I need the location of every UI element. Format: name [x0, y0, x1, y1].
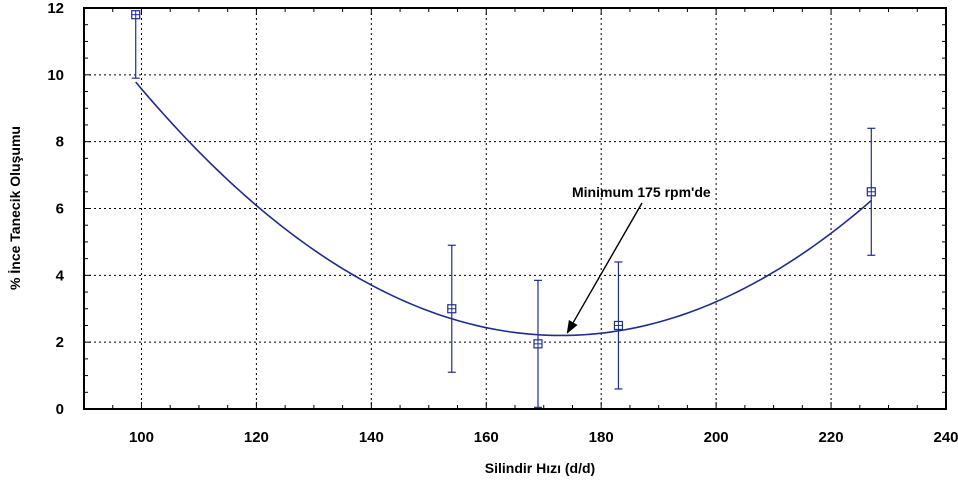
y-tick-labels: 0 2 4 6 8 10 12: [47, 0, 64, 418]
data-point: [447, 244, 457, 373]
annotation-arrow: [572, 202, 643, 323]
data-points: [131, 10, 876, 408]
x-tick-labels: 100 120 140 160 180 200 220 240: [129, 429, 958, 446]
y-tick-label: 12: [47, 0, 64, 17]
y-axis-title: % İnce Tanecik Oluşumu: [7, 126, 23, 290]
grid-layer: [84, 8, 946, 409]
y-tick-label: 2: [56, 334, 64, 351]
x-tick-label: 240: [933, 429, 958, 446]
annotation-arrowhead: [566, 320, 578, 334]
annotation-label: Minimum 175 rpm'de: [572, 184, 711, 200]
annotation: Minimum 175 rpm'de: [566, 184, 711, 334]
y-tick-label: 4: [56, 267, 65, 284]
x-tick-label: 220: [819, 429, 844, 446]
x-tick-label: 200: [704, 429, 729, 446]
y-tick-label: 0: [56, 401, 64, 418]
data-point: [131, 10, 141, 79]
y-tick-label: 6: [56, 201, 64, 218]
x-tick-label: 100: [129, 429, 154, 446]
x-tick-label: 120: [244, 429, 269, 446]
x-tick-label: 160: [474, 429, 499, 446]
data-point: [613, 261, 624, 390]
x-tick-label: 140: [359, 429, 384, 446]
data-point: [533, 279, 543, 408]
fit-curve: [135, 81, 872, 337]
x-tick-label: 180: [589, 429, 614, 446]
y-tick-label: 8: [56, 134, 64, 151]
y-tick-label: 10: [47, 67, 64, 84]
data-point: [866, 127, 876, 256]
minor-ticks: [83, 7, 947, 410]
x-axis-title: Silindir Hızı (d/d): [485, 460, 595, 476]
